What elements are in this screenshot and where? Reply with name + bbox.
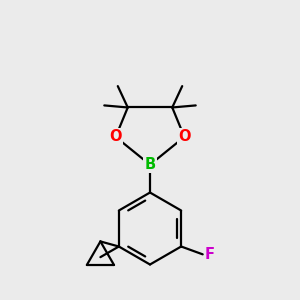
Text: B: B — [144, 157, 156, 172]
Text: F: F — [205, 247, 215, 262]
Text: O: O — [110, 129, 122, 144]
Text: O: O — [178, 129, 190, 144]
